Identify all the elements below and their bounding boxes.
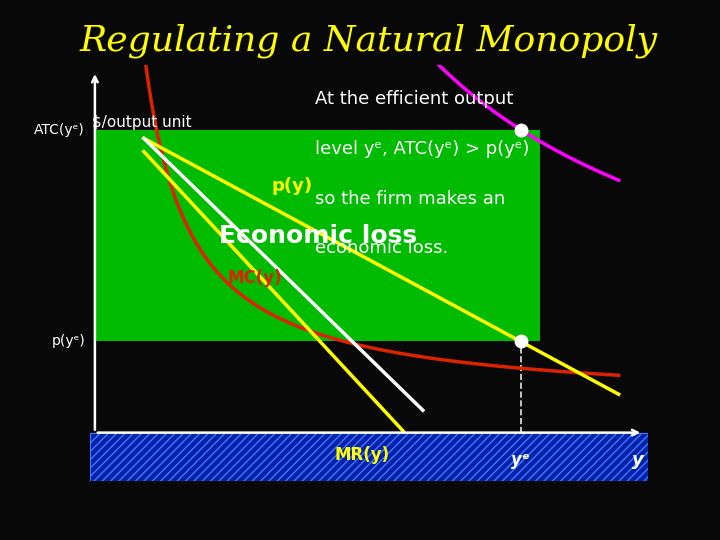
Text: Economic loss: Economic loss: [219, 224, 417, 247]
Text: At the efficient output: At the efficient output: [315, 90, 513, 109]
Title: Regulating a Natural Monopoly: Regulating a Natural Monopoly: [80, 24, 658, 58]
Text: p(yᵉ): p(yᵉ): [51, 334, 85, 348]
Text: p(y): p(y): [271, 177, 312, 195]
Text: ATC(yᵉ): ATC(yᵉ): [35, 123, 85, 137]
Bar: [90, 433, 648, 481]
Bar: [95, 130, 540, 341]
Text: y: y: [632, 451, 644, 469]
Text: MC(y): MC(y): [227, 269, 282, 287]
Text: MR(y): MR(y): [335, 446, 390, 464]
Text: $/output unit: $/output unit: [92, 115, 192, 130]
Bar: [90, 433, 648, 481]
Text: level yᵉ, ATC(yᵉ) > p(yᵉ): level yᵉ, ATC(yᵉ) > p(yᵉ): [315, 140, 529, 158]
Text: so the firm makes an: so the firm makes an: [315, 190, 505, 207]
Text: economic loss.: economic loss.: [315, 239, 449, 257]
Text: yᵉ: yᵉ: [511, 451, 530, 469]
